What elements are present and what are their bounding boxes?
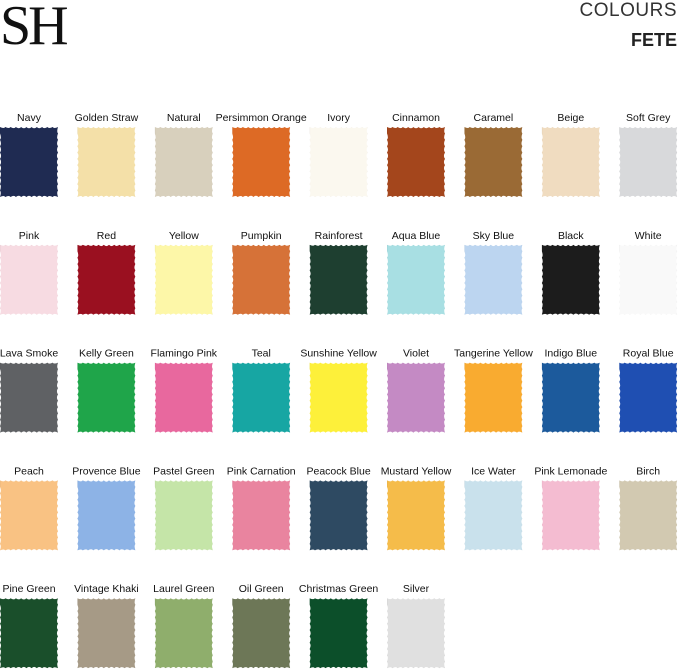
swatch — [619, 362, 678, 433]
swatch-label: Laurel Green — [153, 583, 214, 595]
swatch-label: Rainforest — [315, 230, 363, 242]
swatch — [0, 598, 58, 669]
swatch — [0, 362, 58, 433]
swatch-label: Caramel — [474, 112, 514, 124]
swatch-grid: Navy Golden Straw Natural Persimmon Orange I… — [0, 112, 678, 669]
swatch-label: Provence Blue — [72, 465, 140, 477]
swatch — [77, 244, 136, 315]
range-name: FETE — [631, 30, 677, 50]
swatch-label: Golden Straw — [75, 112, 139, 124]
swatch-label: Teal — [252, 348, 271, 360]
swatch-label: Persimmon Orange — [216, 112, 307, 124]
swatch-label: Yellow — [169, 230, 199, 242]
swatch — [387, 127, 445, 197]
swatch-label: Mustard Yellow — [381, 465, 452, 477]
swatch — [154, 480, 213, 551]
swatch — [232, 598, 291, 669]
swatch-label: Tangerine Yellow — [454, 348, 533, 360]
swatch — [232, 244, 291, 315]
swatch — [309, 127, 368, 197]
swatch — [619, 127, 678, 197]
swatch-label: Pink Carnation — [227, 465, 296, 477]
swatch — [232, 362, 291, 433]
swatch — [619, 244, 678, 315]
swatch-label: Violet — [403, 348, 429, 360]
swatch — [309, 362, 368, 433]
swatch-label: Oil Green — [239, 583, 284, 595]
swatch — [387, 480, 445, 551]
swatch-label: Sky Blue — [473, 230, 515, 242]
logo: SH — [0, 0, 67, 57]
swatch — [619, 480, 678, 551]
swatch-label: Ice Water — [471, 465, 516, 477]
swatch — [541, 244, 600, 315]
swatch — [154, 362, 213, 433]
swatch — [77, 127, 136, 197]
swatch — [464, 127, 523, 197]
swatch-label: White — [635, 230, 662, 242]
swatch — [387, 598, 445, 669]
swatch — [77, 362, 136, 433]
swatch-label: Silver — [403, 583, 430, 595]
swatch — [154, 244, 213, 315]
swatch-label: Pine Green — [2, 583, 55, 595]
swatch-label: Pumpkin — [241, 230, 282, 242]
swatch-label: Beige — [557, 112, 584, 124]
swatch-label: Christmas Green — [299, 583, 379, 595]
swatch-label: Lava Smoke — [0, 348, 58, 360]
swatch-label: Black — [558, 230, 584, 242]
swatch — [464, 362, 523, 433]
swatch-label: Soft Grey — [626, 112, 671, 124]
swatch — [541, 362, 600, 433]
swatch-label: Aqua Blue — [392, 230, 441, 242]
swatch-label: Kelly Green — [79, 348, 134, 360]
swatch — [0, 480, 58, 551]
swatch — [309, 480, 368, 551]
swatch — [232, 480, 291, 551]
swatch — [77, 480, 136, 551]
swatch-label: Birch — [636, 465, 660, 477]
swatch — [154, 127, 213, 197]
swatch-label: Sunshine Yellow — [300, 348, 377, 360]
swatch-label: Pastel Green — [153, 465, 214, 477]
swatch — [309, 598, 368, 669]
swatch-label: Peach — [14, 465, 44, 477]
swatch-label: Peacock Blue — [306, 465, 370, 477]
swatch — [387, 362, 445, 433]
swatch-label: Cinnamon — [392, 112, 440, 124]
swatch-label: Royal Blue — [623, 348, 674, 360]
swatch-label: Navy — [17, 112, 42, 124]
swatch — [464, 480, 523, 551]
swatch — [0, 244, 58, 315]
swatch — [464, 244, 523, 315]
swatch — [77, 598, 136, 669]
swatch — [154, 598, 213, 669]
swatch-label: Indigo Blue — [545, 348, 598, 360]
swatch-label: Pink — [19, 230, 40, 242]
swatch — [232, 127, 291, 197]
page-title: COLOURS — [580, 0, 677, 21]
swatch-label: Red — [97, 230, 116, 242]
swatch-label: Pink Lemonade — [534, 465, 607, 477]
swatch — [541, 480, 600, 551]
swatch-label: Flamingo Pink — [151, 348, 218, 360]
swatch-label: Vintage Khaki — [74, 583, 139, 595]
swatch — [0, 127, 58, 197]
swatch — [541, 127, 600, 197]
swatch-label: Ivory — [327, 112, 351, 124]
swatch-label: Natural — [167, 112, 201, 124]
swatch — [387, 244, 445, 315]
swatch — [309, 244, 368, 315]
